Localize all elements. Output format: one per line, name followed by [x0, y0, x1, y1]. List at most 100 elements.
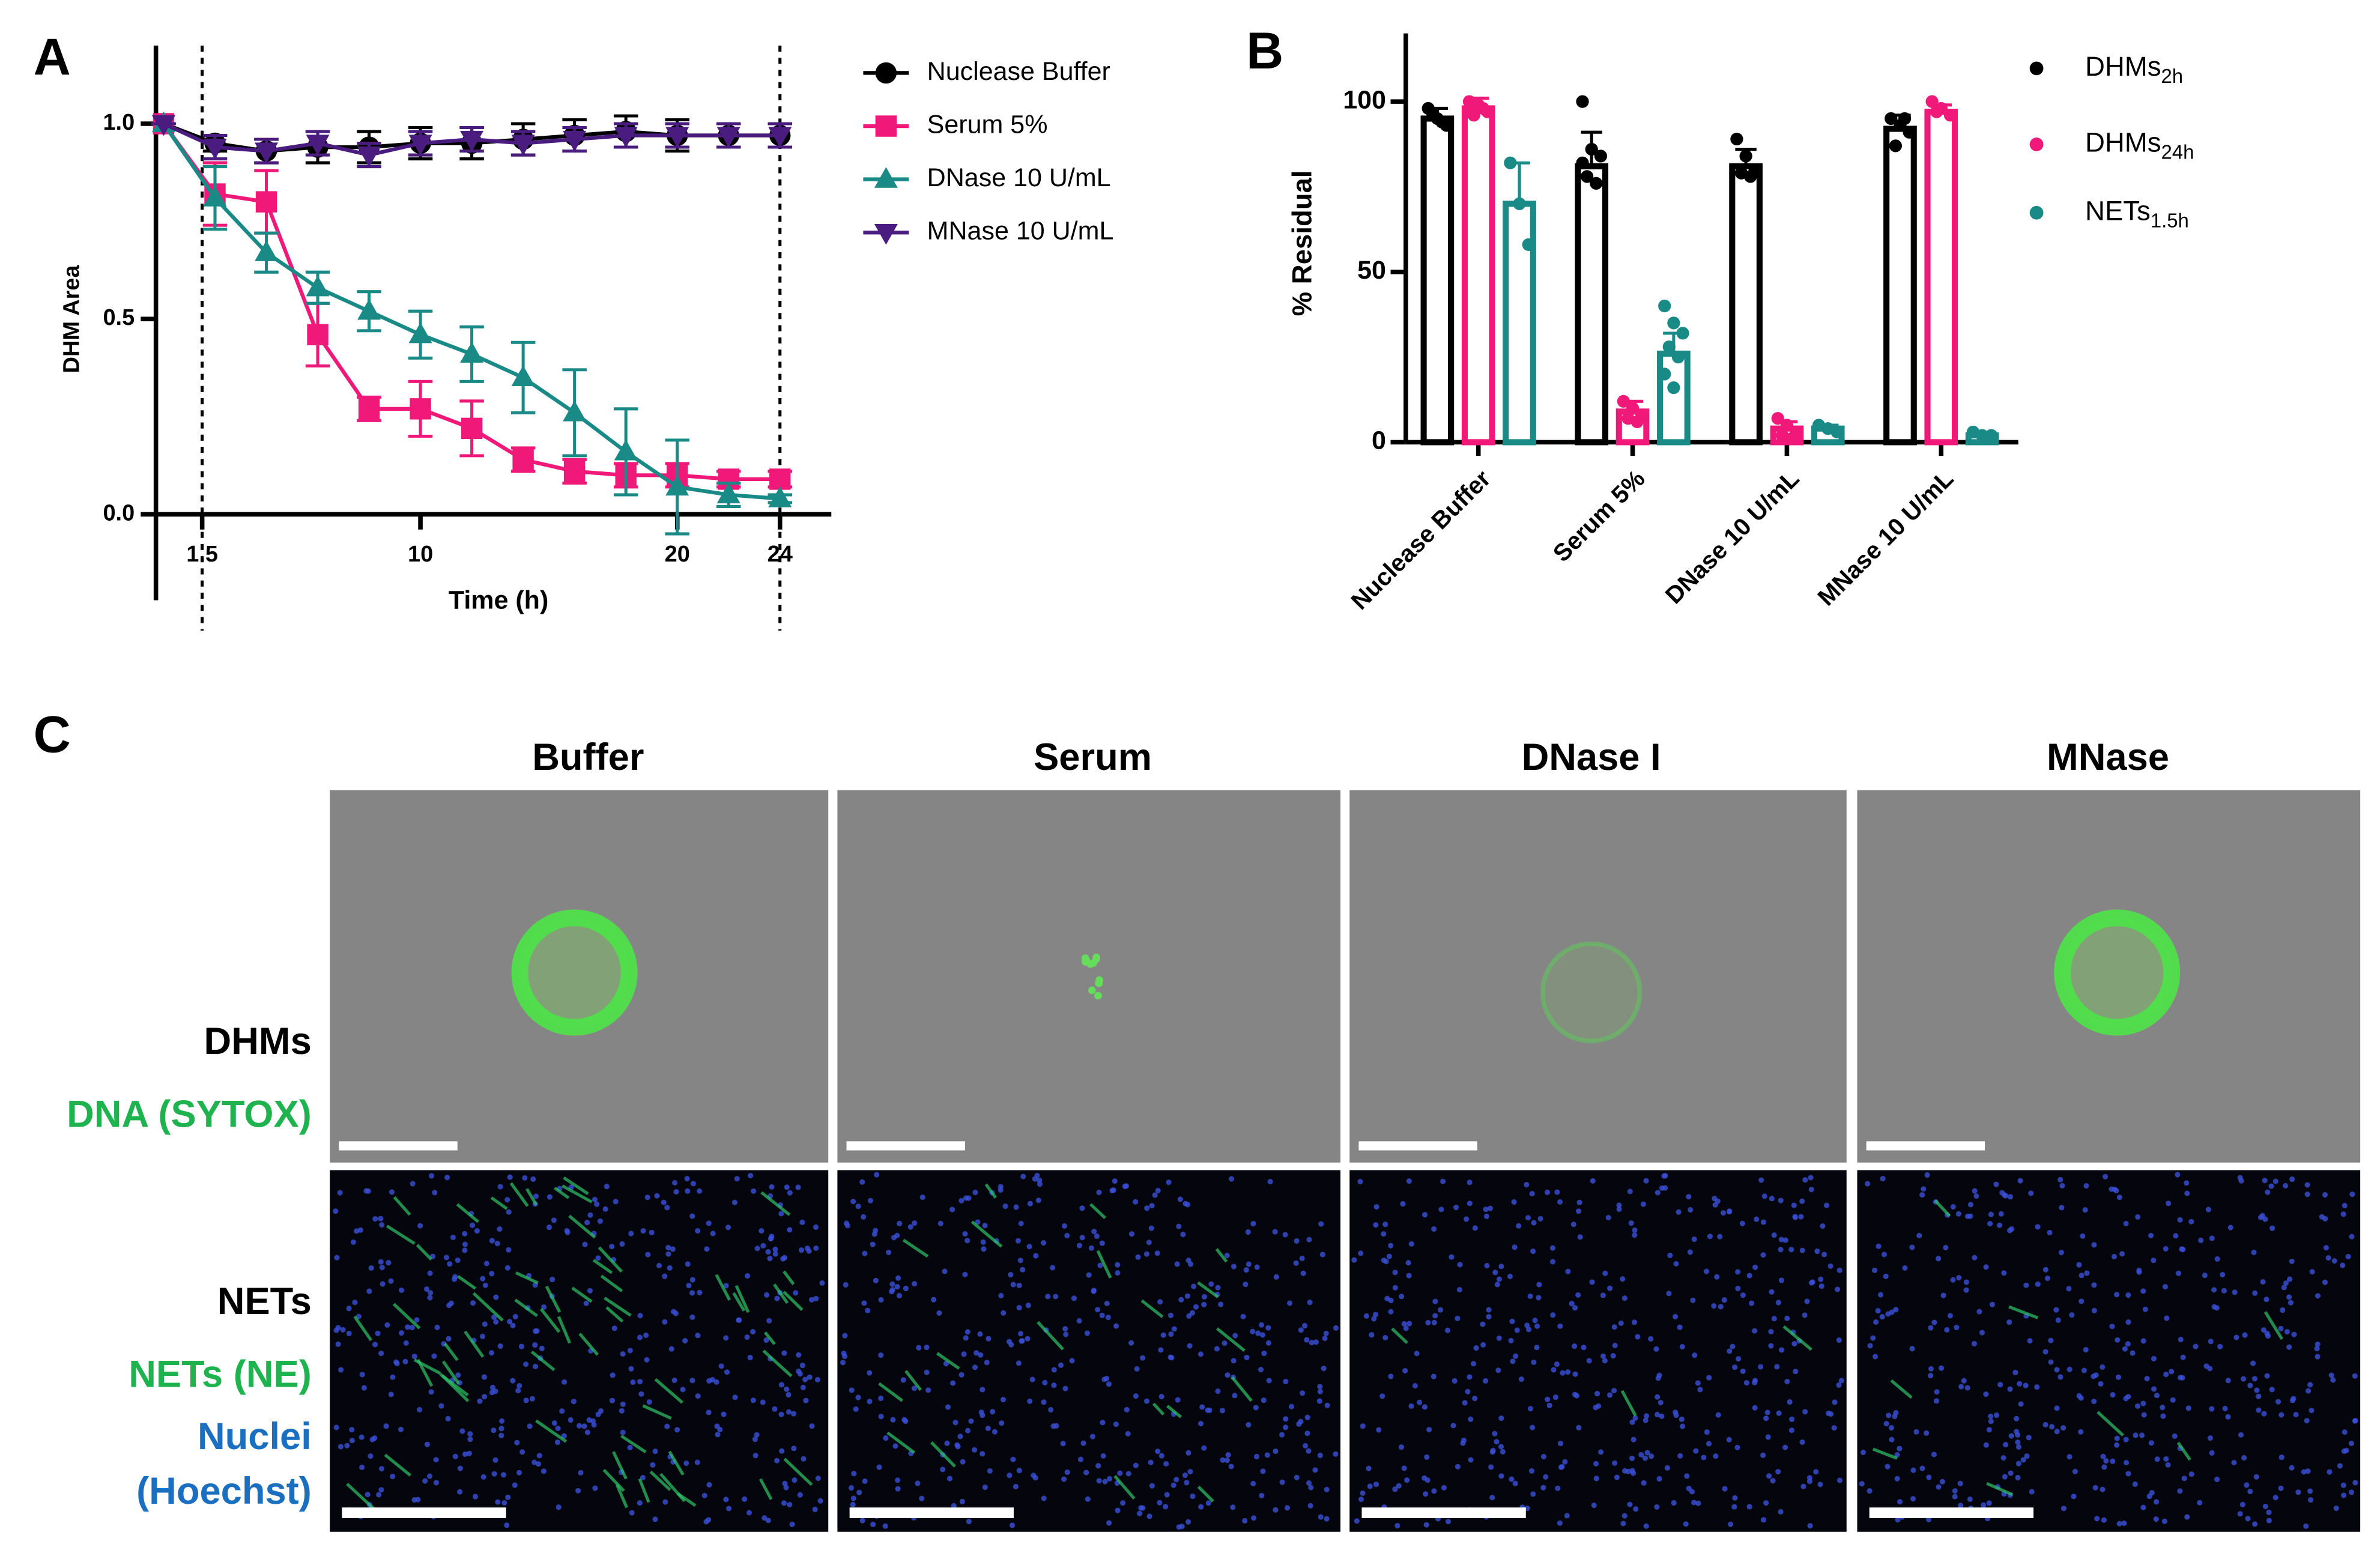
nucleus — [2164, 1315, 2170, 1321]
nucleus — [2123, 1220, 2129, 1226]
nucleus — [2175, 1172, 2181, 1178]
nucleus — [1299, 1255, 1305, 1261]
nucleus — [2017, 1178, 2023, 1184]
nucleus — [462, 1451, 468, 1457]
net-strand — [642, 1404, 672, 1420]
nucleus — [1799, 1198, 1805, 1204]
nucleus — [565, 1229, 571, 1235]
nucleus — [813, 1224, 819, 1231]
nucleus — [2260, 1279, 2266, 1285]
nucleus — [1243, 1282, 1249, 1288]
nucleus — [892, 1443, 898, 1449]
nucleus — [1569, 1301, 1575, 1307]
nucleus — [2163, 1456, 2169, 1462]
nucleus — [340, 1327, 346, 1333]
nucleus — [2198, 1237, 2204, 1243]
nucleus — [2184, 1514, 2190, 1520]
nucleus — [2265, 1189, 2271, 1195]
nucleus — [1877, 1292, 1884, 1298]
nucleus — [1633, 1506, 1639, 1512]
panel-label: C — [34, 706, 71, 764]
nucleus — [2214, 1256, 2220, 1262]
nucleus — [1163, 1504, 1169, 1510]
nucleus — [732, 1394, 738, 1400]
nucleus — [2151, 1258, 2157, 1264]
nucleus — [1865, 1181, 1871, 1187]
nucleus — [924, 1344, 930, 1351]
nucleus — [1913, 1429, 1919, 1435]
nucleus — [1040, 1240, 1047, 1246]
nucleus — [1778, 1197, 1784, 1203]
nucleus — [2054, 1367, 2060, 1373]
marker — [460, 130, 484, 152]
marker — [358, 398, 380, 420]
nucleus — [2286, 1344, 2292, 1350]
nucleus — [2134, 1403, 2140, 1409]
nucleus — [645, 1252, 651, 1258]
nucleus — [1360, 1423, 1366, 1429]
nucleus — [2244, 1482, 2250, 1488]
nucleus — [1438, 1307, 1444, 1313]
nucleus — [1919, 1465, 1925, 1471]
net-strand — [638, 1478, 650, 1503]
nucleus — [1498, 1444, 1504, 1450]
nucleus — [998, 1187, 1004, 1193]
nucleus — [1897, 1499, 1903, 1505]
nucleus — [627, 1444, 633, 1450]
nucleus — [1666, 1291, 1672, 1297]
nucleus — [960, 1459, 966, 1465]
data-point — [1830, 425, 1844, 438]
nucleus — [2262, 1503, 2268, 1510]
nucleus — [550, 1276, 556, 1283]
nucleus — [1261, 1397, 1267, 1403]
data-point — [1513, 197, 1526, 210]
nucleus — [551, 1217, 557, 1223]
nucleus — [1085, 1496, 1091, 1502]
net-strand — [441, 1360, 461, 1385]
nucleus — [1691, 1236, 1697, 1243]
nucleus — [1642, 1455, 1648, 1461]
nucleus — [2291, 1331, 2297, 1337]
nucleus — [640, 1474, 646, 1481]
nucleus — [1607, 1285, 1613, 1291]
nucleus — [1697, 1387, 1703, 1393]
nucleus — [2035, 1224, 2041, 1230]
nucleus — [772, 1251, 778, 1257]
net-strand — [571, 1286, 593, 1303]
nucleus — [1438, 1206, 1444, 1212]
nucleus — [782, 1480, 788, 1486]
nucleus — [2121, 1520, 2127, 1527]
nucleus — [1146, 1240, 1152, 1246]
nucleus — [620, 1401, 626, 1407]
nucleus — [398, 1330, 405, 1336]
nucleus — [1758, 1177, 1764, 1183]
nucleus — [931, 1297, 937, 1303]
nucleus — [962, 1271, 968, 1277]
nucleus — [499, 1418, 505, 1424]
nucleus — [489, 1271, 495, 1277]
nucleus — [1020, 1267, 1026, 1273]
nucleus — [842, 1354, 848, 1360]
nucleus — [2263, 1297, 2269, 1303]
marker — [716, 127, 740, 148]
nucleus — [912, 1220, 918, 1226]
nucleus — [1157, 1299, 1163, 1305]
nucleus — [1572, 1371, 1578, 1377]
nucleus — [1464, 1216, 1470, 1222]
nucleus — [1384, 1295, 1390, 1301]
nucleus — [1404, 1477, 1410, 1483]
nucleus — [1215, 1388, 1221, 1394]
nucleus — [2279, 1455, 2285, 1461]
nucleus — [1525, 1327, 1532, 1333]
nucleus — [620, 1351, 626, 1357]
nucleus — [1071, 1295, 1077, 1301]
nucleus — [1570, 1222, 1576, 1228]
net-strand — [562, 1184, 593, 1203]
nucleus — [452, 1276, 458, 1282]
nucleus — [1919, 1192, 1925, 1198]
nucleus — [2254, 1387, 2260, 1393]
net-strand — [346, 1483, 377, 1512]
nucleus — [2114, 1292, 2120, 1298]
nucleus — [1537, 1216, 1543, 1222]
nucleus — [1565, 1369, 1571, 1375]
